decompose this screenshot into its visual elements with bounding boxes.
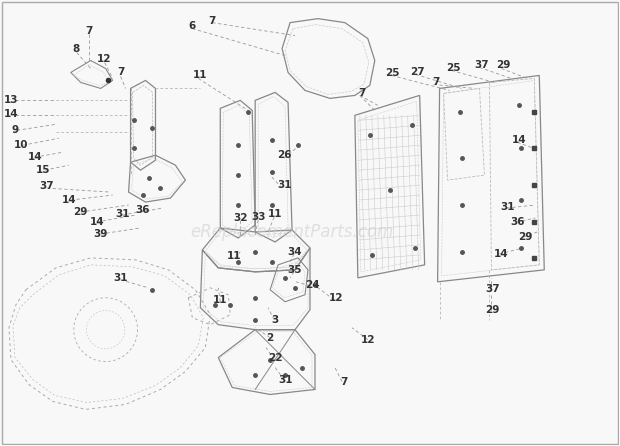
Text: 13: 13 xyxy=(4,95,18,105)
Text: 37: 37 xyxy=(485,284,500,294)
Text: 7: 7 xyxy=(432,78,440,87)
Text: 14: 14 xyxy=(89,217,104,227)
Text: 31: 31 xyxy=(500,202,515,212)
Text: 14: 14 xyxy=(4,109,18,120)
Text: 10: 10 xyxy=(14,140,28,150)
Text: 2: 2 xyxy=(267,333,274,343)
Text: 8: 8 xyxy=(72,44,79,54)
Text: 39: 39 xyxy=(94,229,108,239)
Text: eReplacementParts.com: eReplacementParts.com xyxy=(190,223,393,241)
Text: 11: 11 xyxy=(213,295,228,305)
Text: 31: 31 xyxy=(277,180,291,190)
Text: 29: 29 xyxy=(496,61,511,70)
Text: 37: 37 xyxy=(40,181,54,191)
Text: 12: 12 xyxy=(329,293,343,303)
Text: 6: 6 xyxy=(188,21,196,31)
Text: 7: 7 xyxy=(85,25,92,36)
Text: 27: 27 xyxy=(410,67,425,78)
Text: 29: 29 xyxy=(518,232,533,242)
Text: 33: 33 xyxy=(251,212,265,222)
Text: 26: 26 xyxy=(277,150,291,160)
Text: 11: 11 xyxy=(227,251,241,261)
Text: 7: 7 xyxy=(340,376,348,387)
Text: 31: 31 xyxy=(278,375,292,384)
Text: 34: 34 xyxy=(288,247,303,257)
Text: 14: 14 xyxy=(27,152,42,162)
Text: 29: 29 xyxy=(485,305,500,315)
Text: 12: 12 xyxy=(96,54,111,63)
Text: 25: 25 xyxy=(446,63,461,74)
Text: 15: 15 xyxy=(35,165,50,175)
Text: 11: 11 xyxy=(268,209,282,219)
Text: 14: 14 xyxy=(512,135,526,145)
Text: 3: 3 xyxy=(272,315,279,325)
Text: 37: 37 xyxy=(474,61,489,70)
Text: 14: 14 xyxy=(494,249,509,259)
Text: 22: 22 xyxy=(268,353,282,363)
Text: 35: 35 xyxy=(288,265,303,275)
Text: 7: 7 xyxy=(358,88,366,99)
Text: 11: 11 xyxy=(193,70,208,80)
Text: 29: 29 xyxy=(74,207,88,217)
Text: 25: 25 xyxy=(386,69,400,78)
Text: 36: 36 xyxy=(510,217,525,227)
Text: 7: 7 xyxy=(117,67,124,78)
Text: 12: 12 xyxy=(361,334,375,345)
Text: 31: 31 xyxy=(115,209,130,219)
Text: 31: 31 xyxy=(113,273,128,283)
Text: 9: 9 xyxy=(11,125,19,135)
Text: 36: 36 xyxy=(135,205,150,215)
Text: 14: 14 xyxy=(61,195,76,205)
Text: 7: 7 xyxy=(208,16,216,25)
Text: 24: 24 xyxy=(304,280,319,290)
Text: 32: 32 xyxy=(233,213,247,223)
